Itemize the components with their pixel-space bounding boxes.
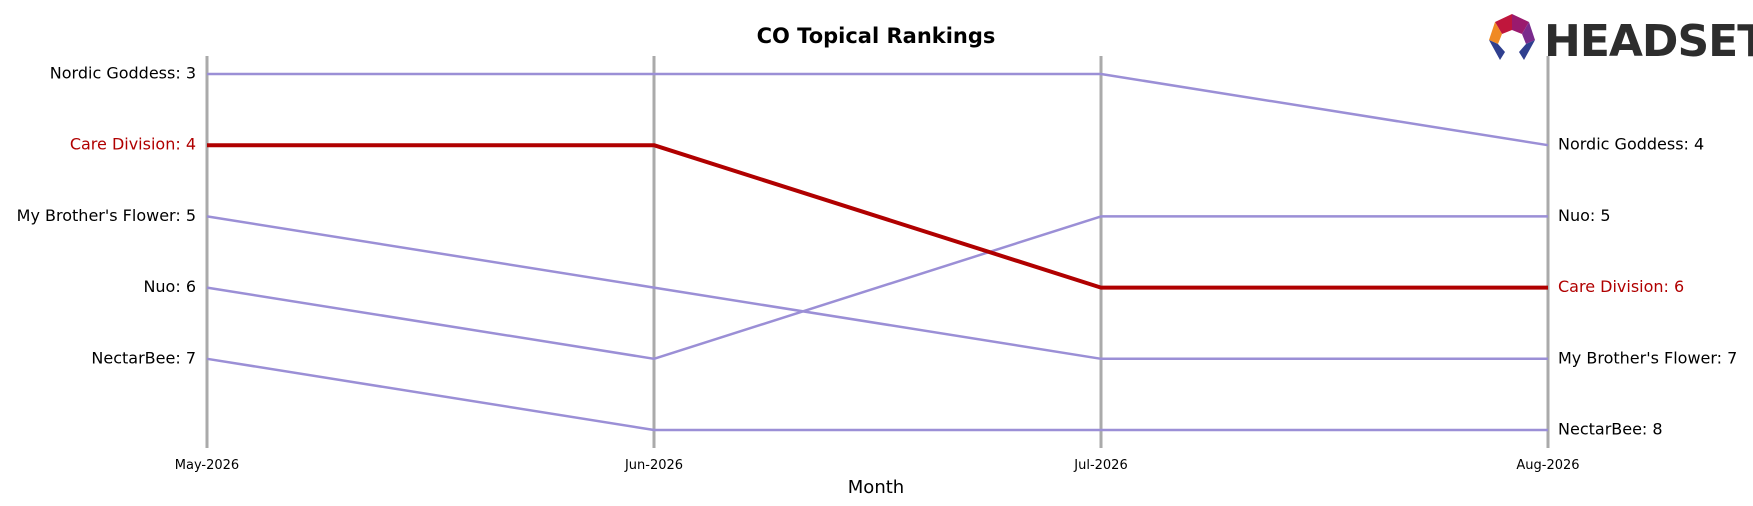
- chart-title: CO Topical Rankings: [757, 24, 996, 48]
- right-label-nectarbee: NectarBee: 8: [1558, 420, 1663, 439]
- x-tick-may-2026: May-2026: [175, 458, 239, 473]
- left-rank-labels: Nordic Goddess: 3 Care Division: 4 My Brot…: [17, 64, 196, 368]
- month-axis-lines: [205, 56, 1550, 448]
- right-label-my-brother-s-flower: My Brother's Flower: 7: [1558, 348, 1737, 367]
- series-line-care-division: [207, 143, 1548, 290]
- series-line-nuo: [206, 215, 1548, 361]
- x-tick-labels: May-2026 Jun-2026 Jul-2026 Aug-2026: [175, 458, 1580, 473]
- right-label-nordic-goddess: Nordic Goddess: 4: [1558, 135, 1704, 154]
- x-axis-label: Month: [848, 477, 904, 498]
- right-label-care-division: Care Division: 6: [1558, 277, 1684, 296]
- left-label-care-division: Care Division: 4: [70, 135, 196, 154]
- left-label-nordic-goddess: Nordic Goddess: 3: [50, 64, 196, 83]
- left-label-nectarbee: NectarBee: 7: [91, 348, 196, 367]
- right-rank-labels: Nordic Goddess: 4 Nuo: 5 Care Division: 6 M…: [1558, 135, 1737, 439]
- left-label-nuo: Nuo: 6: [143, 277, 196, 296]
- x-tick-jul-2026: Jul-2026: [1073, 458, 1127, 473]
- series-line-my-brother-s-flower: [206, 215, 1548, 361]
- logo-text: HEADSET: [1544, 16, 1753, 67]
- series-line-nectarbee: [206, 357, 1548, 432]
- series-line-nordic-goddess: [207, 72, 1549, 147]
- series-lines: [206, 72, 1549, 432]
- left-label-my-brother-s-flower: My Brother's Flower: 5: [17, 206, 196, 225]
- x-tick-jun-2026: Jun-2026: [624, 458, 683, 473]
- x-tick-aug-2026: Aug-2026: [1516, 458, 1579, 473]
- right-label-nuo: Nuo: 5: [1558, 206, 1611, 225]
- headset-logo-icon: [1489, 14, 1535, 60]
- headset-logo: HEADSET: [1489, 14, 1753, 67]
